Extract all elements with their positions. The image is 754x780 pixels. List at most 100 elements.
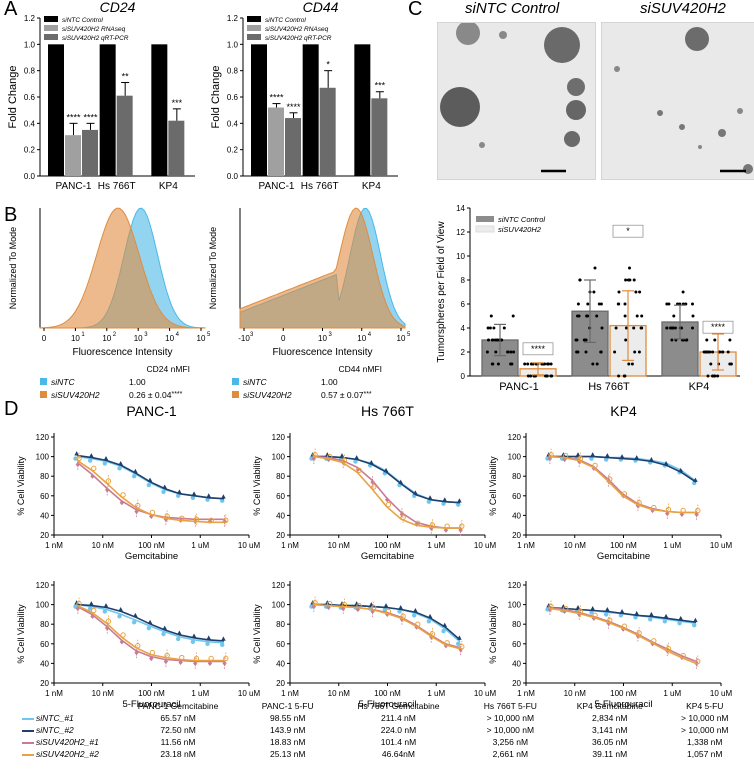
data-point: [208, 655, 214, 662]
y-tick-label: 60: [512, 640, 521, 649]
y-axis-label: % Cell Viability: [488, 456, 498, 516]
y-tick-label: 40: [276, 659, 285, 668]
ic50-row: siSUV420H2_#2 23.18 nM 25.13 nM 46.64nM 2,66…: [20, 748, 745, 760]
data-point: [583, 338, 586, 342]
y-tick-label: 100: [36, 453, 50, 462]
data-point: [499, 338, 503, 342]
y-tick-label: 40: [512, 511, 521, 520]
data-point: [691, 302, 694, 306]
data-point: [398, 605, 404, 610]
bar: [302, 44, 319, 177]
data-point: [179, 515, 185, 522]
dose-response-curve: [549, 455, 696, 514]
x-tick-label: -10: [238, 334, 250, 343]
y-axis-label: Normalized To Mode: [8, 227, 18, 309]
micrograph-sisuv: [601, 22, 754, 180]
data-point: [563, 605, 569, 612]
data-point: [74, 451, 79, 456]
ic50-value: 65.57 nM: [160, 713, 196, 723]
data-point: [597, 302, 601, 306]
y-tick-label: 40: [276, 511, 285, 520]
ic50-header: [20, 700, 112, 712]
mfi-value: 1.00: [321, 376, 338, 387]
data-point: [647, 617, 653, 622]
bar: [371, 98, 388, 176]
legend-label: siSUV420H2 qRT-PCR: [62, 35, 129, 42]
data-point: [593, 266, 597, 270]
x-tick-label: 10: [397, 334, 406, 343]
mfi-value: 1.00: [129, 376, 146, 387]
y-tick-label: 0.4: [24, 119, 36, 128]
x-tick-label: KP4: [159, 181, 178, 192]
data-point: [678, 467, 684, 473]
y-tick-label: 0.6: [227, 93, 239, 102]
data-point: [208, 517, 214, 524]
ic50-value: 3,141 nM: [592, 725, 628, 735]
y-tick-label: 0.4: [227, 119, 239, 128]
data-point: [146, 482, 152, 488]
data-point: [131, 620, 137, 625]
data-point: [206, 635, 212, 640]
significance-label: ****: [286, 102, 301, 112]
ic50-header: PANC-1 Gemcitabine: [137, 701, 219, 711]
legend-label: siSUV420H2 RNAseq: [62, 26, 126, 33]
data-point: [680, 326, 683, 330]
y-axis-label: % Cell Viability: [252, 456, 262, 516]
y-tick-label: 100: [508, 453, 522, 462]
mfi-name: siSUV420H2: [243, 389, 292, 400]
data-point: [147, 619, 153, 625]
data-point: [91, 607, 97, 614]
x-axis-label: 5-Fluorouracil: [358, 699, 416, 710]
data-point: [576, 350, 580, 354]
x-tick-label: PANC-1: [499, 381, 539, 393]
data-point: [220, 498, 225, 503]
mfi-name: siSUV420H2: [51, 389, 100, 400]
significance-label: ****: [531, 344, 546, 354]
y-tick-label: 8: [461, 276, 466, 285]
data-point: [667, 302, 671, 306]
data-point: [177, 489, 182, 494]
data-point: [623, 302, 627, 306]
data-point: [721, 350, 725, 354]
legend-swatch: [475, 225, 495, 233]
data-point: [627, 362, 631, 366]
data-point: [491, 338, 495, 342]
data-point: [677, 621, 682, 626]
ic50-value: 11.56 nM: [160, 737, 196, 747]
y-tick-label: 120: [36, 581, 50, 590]
y-tick-label: 1.0: [24, 40, 36, 49]
data-point: [624, 326, 628, 330]
data-point: [529, 374, 533, 378]
data-point: [327, 453, 333, 460]
data-point: [495, 338, 499, 342]
data-point: [634, 290, 638, 294]
data-point: [383, 603, 389, 608]
data-point: [713, 338, 717, 342]
y-tick-label: 120: [508, 433, 522, 442]
data-point: [549, 362, 553, 366]
data-point: [618, 613, 624, 618]
column-title: PANC-1: [126, 403, 177, 419]
ic50-value: 36.05 nM: [592, 737, 628, 747]
data-point: [103, 456, 109, 461]
data-point: [415, 520, 421, 526]
y-tick-label: 2: [461, 348, 466, 357]
column-title: Hs 766T: [361, 403, 414, 419]
x-tick-label: 10 uM: [238, 541, 261, 550]
legend-swatch: [247, 25, 261, 31]
y-tick-label: 0.6: [24, 93, 36, 102]
ic50-value: 98.55 nM: [269, 713, 306, 723]
bar: [168, 120, 185, 176]
data-point: [339, 453, 345, 458]
x-tick-label: 10: [71, 334, 80, 343]
x-axis-label: Fluorescence Intensity: [272, 347, 372, 358]
y-tick-label: 0.0: [24, 172, 36, 181]
data-point: [680, 652, 686, 659]
x-tick-label: 1 uM: [427, 541, 445, 550]
y-tick-label: 12: [456, 228, 465, 237]
dose-response-curve: [76, 604, 224, 662]
ic50-value: 25.13 nM: [269, 749, 306, 759]
data-point: [638, 290, 642, 294]
data-point: [575, 452, 581, 457]
x-tick-label: 1 uM: [191, 541, 209, 550]
